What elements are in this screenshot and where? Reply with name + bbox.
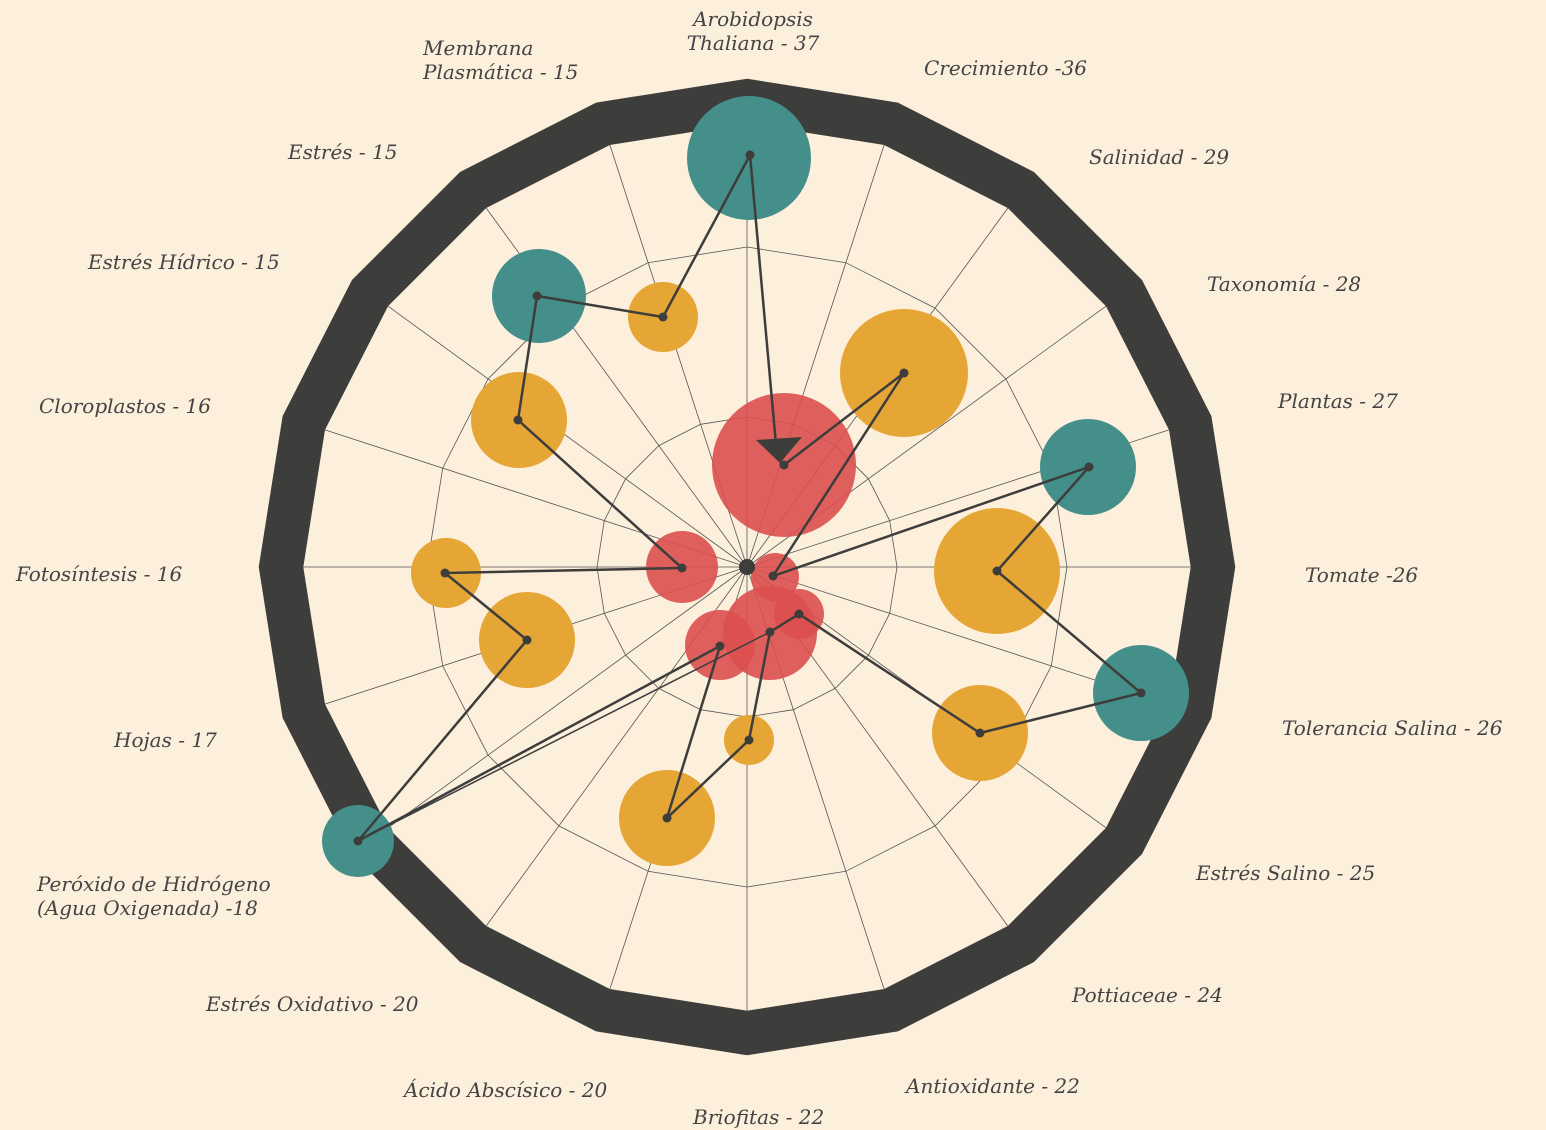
spoke [386,305,748,568]
connection-path [353,150,1146,846]
path-dot [1136,688,1146,698]
path-dot [522,635,532,645]
path-line [357,631,771,842]
axis-label: Antioxidante - 22 [904,1074,1080,1098]
path-dot [658,312,668,322]
path-dot [794,609,804,619]
axis-label: Briofitas - 22 [692,1105,824,1129]
path-dot [532,291,542,301]
path-dot [662,813,672,823]
path-dot [745,150,755,160]
path-dot [899,368,909,378]
path-dot [765,627,775,637]
path-dot [715,641,725,651]
axis-label: Tomate -26 [1305,563,1418,587]
path-dot [440,568,450,578]
arrow-head [756,437,802,463]
axis-label: Peróxido de Hidrógeno [36,872,271,896]
axis-label: Cloroplastos - 16 [39,394,211,418]
axis-label: Tolerancia Salina - 26 [1282,716,1503,740]
path-dot [513,415,523,425]
axis-label: Estrés Salino - 25 [1195,861,1375,885]
axis-label: Membrana [422,36,533,60]
axis-label: Fotosíntesis - 16 [15,562,182,586]
axis-label: Estrés Hídrico - 15 [87,250,280,274]
axis-label: Estrés Oxidativo - 20 [205,992,419,1016]
center-dot [739,559,755,575]
path-dot [768,571,778,581]
spoke [386,566,748,829]
axis-label: (Agua Oxigenada) -18 [37,896,258,920]
axis-label: Crecimiento -36 [924,56,1087,80]
path-line [357,154,1144,843]
axis-label: Thaliana - 37 [687,31,820,55]
axis-label: Hojas - 17 [113,728,217,752]
outer-frame [258,78,1236,1056]
path-dot [992,566,1002,576]
path-dot [744,735,754,745]
axis-label: Plantas - 27 [1277,389,1398,413]
path-line [748,154,778,446]
axis-label: Ácido Abscísico - 20 [402,1078,607,1102]
path-dot [1084,462,1094,472]
path-dot [353,836,363,846]
axis-label: Salinidad - 29 [1089,145,1229,169]
axis-label: Estrés - 15 [287,140,397,164]
axis-label: Plasmática - 15 [422,60,578,84]
path-dot [779,460,789,470]
axis-label: Arobidopsis [691,7,813,31]
axis-label: Pottiaceae - 24 [1071,983,1223,1007]
axis-label: Taxonomía - 28 [1207,272,1361,296]
path-dot [975,728,985,738]
path-dot [677,563,687,573]
